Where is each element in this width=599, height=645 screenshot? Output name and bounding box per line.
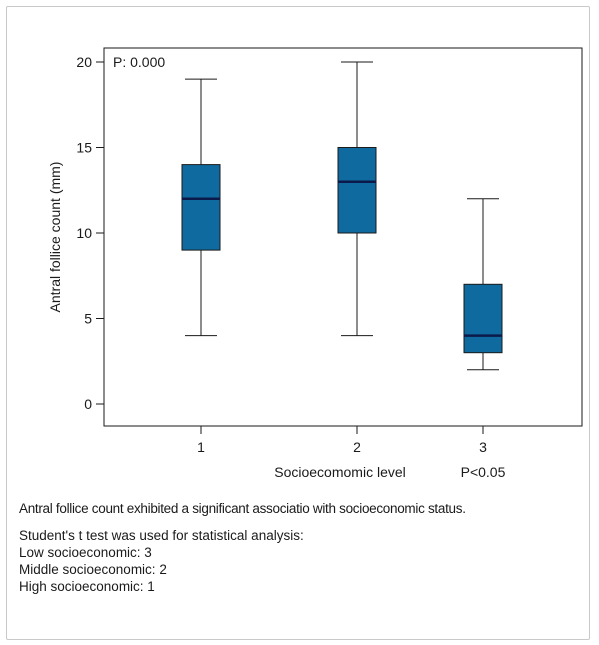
y-axis-label: Antral follice count (mm) (47, 162, 63, 313)
x-tick-label: 1 (197, 439, 205, 455)
boxes (181, 61, 503, 371)
x-tick-label: 2 (353, 439, 361, 455)
caption-line: High socioeconomic: 1 (19, 579, 155, 594)
caption-summary: Antral follice count exhibited a signifi… (19, 501, 466, 516)
p-value-annotation: P: 0.000 (113, 54, 165, 70)
significance-annotation: P<0.05 (461, 464, 506, 480)
x-tick-label: 3 (479, 439, 487, 455)
x-axis-label: Socioecomomic level (274, 464, 406, 480)
y-tick-label: 5 (84, 311, 92, 327)
box-1 (181, 78, 221, 337)
x-axis-ticks: 1 2 3 (197, 426, 487, 455)
caption-line: Middle socioeconomic: 2 (19, 562, 167, 577)
caption-details: Student's t test was used for statistica… (19, 527, 304, 595)
box-2 (337, 61, 377, 337)
y-axis-ticks: 0 5 10 15 20 (76, 54, 104, 412)
axes (103, 47, 583, 427)
iqr-box (181, 164, 221, 251)
figure-frame (6, 6, 590, 640)
iqr-box (463, 283, 503, 354)
box-3 (463, 198, 503, 371)
box-plot-chart: 0 5 10 15 20 1 2 3 Antral follice count (mm) S… (47, 47, 583, 480)
plot-frame (103, 47, 583, 427)
y-tick-label: 0 (84, 396, 92, 412)
y-tick-label: 20 (76, 54, 92, 70)
y-tick-label: 10 (76, 225, 92, 241)
caption-line: Student's t test was used for statistica… (19, 528, 304, 543)
y-tick-label: 15 (76, 140, 92, 156)
iqr-box (337, 147, 377, 234)
caption-line: Low socioeconomic: 3 (19, 545, 152, 560)
